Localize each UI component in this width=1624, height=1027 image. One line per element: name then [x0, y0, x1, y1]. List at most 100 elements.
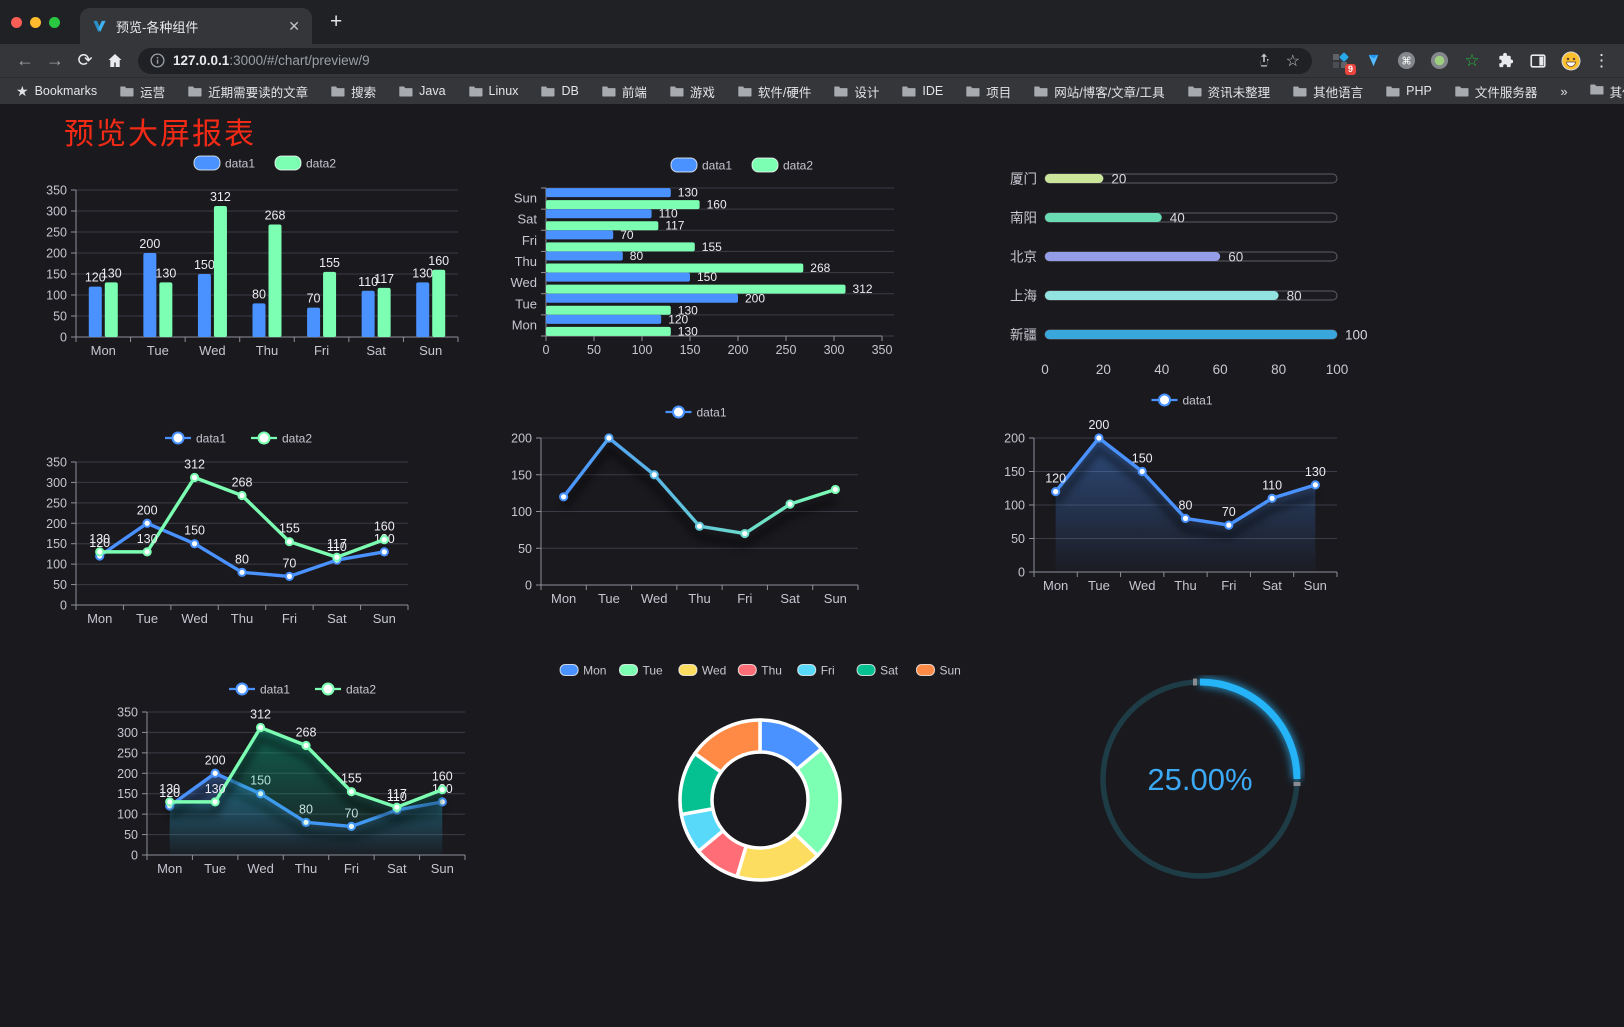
chart-svg-c8: Mon Tue Wed Thu Fri Sat Sun — [559, 664, 961, 882]
chart-line-two-series[interactable]: 0 50 100 150 200 250 300 350 Mon Tue Wed Thu Fri Sat S… — [30, 426, 470, 643]
tab-strip: 预览-各种组件 ✕ + — [0, 0, 1624, 44]
svg-text:200: 200 — [1088, 418, 1109, 432]
maximize-window-button[interactable] — [49, 17, 60, 28]
bookmark-folder[interactable]: 搜索 — [331, 82, 376, 101]
bookmark-folder[interactable]: 运营 — [120, 82, 165, 101]
other-bookmarks-folder[interactable]: 其他书签 — [1589, 82, 1624, 101]
side-panel-icon[interactable] — [1528, 51, 1548, 71]
back-icon[interactable]: ← — [16, 50, 34, 70]
svg-text:40: 40 — [1154, 362, 1169, 377]
svg-text:155: 155 — [702, 240, 722, 254]
extension-icons: 9 ⌘ ☆ — [1330, 50, 1581, 75]
svg-text:80: 80 — [630, 249, 644, 263]
bookmark-folder[interactable]: 前端 — [602, 82, 647, 101]
svg-text:Fri: Fri — [344, 861, 359, 876]
bookmark-folder[interactable]: 软件/硬件 — [738, 82, 811, 101]
svg-text:Sat: Sat — [327, 611, 347, 626]
svg-text:上海: 上海 — [1010, 289, 1037, 304]
diamond-extension-icon[interactable] — [1363, 51, 1383, 71]
svg-text:Wed: Wed — [199, 343, 226, 358]
bookmark-folder[interactable]: 游戏 — [670, 82, 715, 101]
bookmark-label: 软件/硬件 — [757, 85, 812, 100]
svg-text:50: 50 — [1011, 532, 1025, 546]
svg-text:Fri: Fri — [737, 591, 752, 606]
minimize-window-button[interactable] — [30, 17, 41, 28]
tab-close-icon[interactable]: ✕ — [288, 17, 300, 34]
bookmark-folder[interactable]: Linux — [468, 84, 518, 98]
forward-icon[interactable]: → — [46, 50, 64, 70]
bookmark-folder[interactable]: DB — [541, 84, 579, 98]
svg-text:Sun: Sun — [373, 611, 396, 626]
svg-text:312: 312 — [853, 282, 873, 296]
chart-area-two-series[interactable]: 0 50 100 150 200 250 300 350 Mon Tue Wed Thu Fri Sat S… — [95, 676, 517, 895]
favicon — [92, 19, 107, 34]
svg-text:160: 160 — [432, 770, 453, 784]
bookmarks-star-icon: ★ — [16, 82, 29, 99]
svg-text:155: 155 — [279, 522, 300, 536]
browser-tab[interactable]: 预览-各种组件 ✕ — [80, 8, 312, 44]
url-text[interactable]: 127.0.0.1:3000/#/chart/preview/9 — [173, 53, 370, 68]
svg-text:250: 250 — [776, 343, 797, 357]
chart-gauge[interactable]: 25.00% — [1095, 675, 1305, 890]
folder-icon — [1034, 86, 1048, 97]
bookmarks-overflow-chevron[interactable]: » — [1560, 83, 1568, 99]
bookmark-folder[interactable]: IDE — [902, 84, 943, 98]
chart-grouped-bar-vertical[interactable]: 0 50 100 150 200 250 300 350 Mon Tue Wed Thu Fri Sat S… — [30, 150, 470, 368]
new-tab-button[interactable]: + — [330, 10, 343, 33]
bookmark-label: PHP — [1406, 84, 1432, 98]
home-icon[interactable] — [100, 50, 130, 71]
browser-menu-icon[interactable]: ⋮ — [1593, 50, 1610, 70]
folder-icon — [188, 86, 202, 97]
chart-progress-bars[interactable]: 厦门 20 南阳 40 北京 60 上海 80 新疆 100 0 20 40 60 80 100 — [995, 155, 1385, 390]
reload-icon[interactable]: ⟳ — [77, 50, 93, 70]
svg-text:200: 200 — [511, 432, 532, 446]
extensions-puzzle-icon[interactable] — [1495, 51, 1515, 71]
svg-text:data2: data2 — [282, 432, 312, 446]
svg-text:117: 117 — [374, 272, 394, 286]
svg-text:200: 200 — [205, 753, 226, 767]
share-icon[interactable] — [1256, 52, 1272, 69]
svg-text:50: 50 — [587, 343, 601, 357]
bookmark-star-icon[interactable]: ☆ — [1285, 52, 1300, 70]
svg-text:130: 130 — [678, 186, 698, 200]
close-window-button[interactable] — [11, 17, 22, 28]
chart-line-gradient[interactable]: 0 50 100 150 200 Mon Tue Wed Thu Fri Sat Sun data1 — [505, 400, 875, 615]
svg-text:Fri: Fri — [522, 233, 537, 248]
chart-svg-c9: 25.00% — [1100, 678, 1301, 879]
svg-text:data1: data1 — [260, 683, 290, 697]
bookmark-folder[interactable]: 项目 — [966, 82, 1011, 101]
address-bar[interactable]: 127.0.0.1:3000/#/chart/preview/9 ☆ — [138, 47, 1312, 74]
bookmark-folder[interactable]: 其他语言 — [1293, 82, 1363, 101]
green-star-extension-icon[interactable]: ☆ — [1464, 50, 1480, 70]
bookmark-folder[interactable]: 文件服务器 — [1455, 82, 1537, 101]
site-info-icon[interactable] — [150, 53, 165, 68]
bookmarks-root[interactable]: ★ Bookmarks — [16, 83, 97, 100]
svg-text:80: 80 — [252, 287, 266, 301]
svg-text:Sat: Sat — [880, 664, 899, 678]
record-extension-icon[interactable] — [1429, 51, 1449, 71]
chart-grouped-bar-horizontal[interactable]: Sun 130 160 Sat 110 117 Fri 70 155 Thu 80 268 Wed 150… — [500, 152, 920, 370]
svg-text:Tue: Tue — [147, 343, 169, 358]
chart-donut[interactable]: Mon Tue Wed Thu Fri Sat Sun — [545, 660, 975, 897]
grid-extension-icon[interactable]: 9 — [1330, 51, 1356, 75]
command-extension-icon[interactable]: ⌘ — [1396, 51, 1416, 71]
bookmark-folder[interactable]: 网站/博客/文章/工具 — [1034, 82, 1165, 101]
chart-area-single[interactable]: 0 50 100 150 200 Mon Tue Wed Thu Fri Sat Sun 120 200 1… — [985, 390, 1397, 602]
bookmark-folder[interactable]: 资讯未整理 — [1187, 82, 1270, 101]
svg-text:150: 150 — [1004, 465, 1025, 479]
folder-icon — [468, 86, 483, 97]
svg-text:110: 110 — [1262, 478, 1282, 492]
profile-avatar-emoji[interactable] — [1561, 51, 1581, 71]
bookmark-folder[interactable]: 近期需要读的文章 — [188, 82, 308, 101]
svg-text:70: 70 — [1222, 505, 1236, 519]
svg-text:Wed: Wed — [247, 861, 273, 876]
page-title: 预览大屏报表 — [64, 118, 256, 151]
svg-text:268: 268 — [810, 261, 830, 275]
bookmark-folder[interactable]: Java — [399, 84, 446, 98]
svg-text:130: 130 — [678, 324, 698, 338]
bookmark-folder[interactable]: 设计 — [834, 82, 879, 101]
svg-text:120: 120 — [89, 536, 110, 550]
browser-toolbar: ← → ⟳ 127.0.0.1:3000/#/chart/preview/9 ☆… — [0, 44, 1624, 77]
svg-text:120: 120 — [85, 271, 106, 285]
bookmark-folder[interactable]: PHP — [1386, 84, 1432, 98]
